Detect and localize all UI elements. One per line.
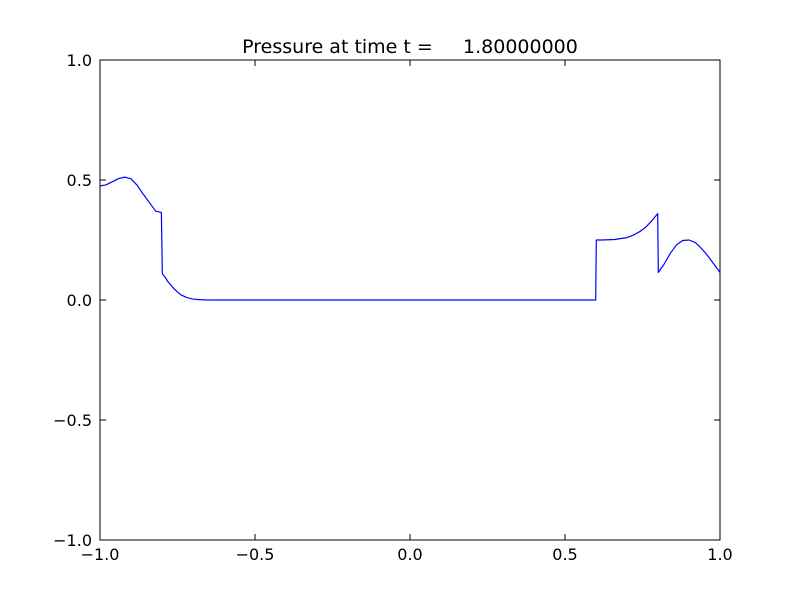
y-tick-label: −1.0 (53, 531, 92, 550)
x-tick-label: −1.0 (81, 545, 120, 564)
chart-title: Pressure at time t = 1.80000000 (242, 36, 578, 58)
x-tick-label: 0.0 (397, 545, 422, 564)
y-tick-label: 0.0 (67, 291, 92, 310)
y-tick-label: 0.5 (67, 171, 92, 190)
plot-area: −1.0 −0.5 0.0 0.5 1.0 −1.0 −0.5 0.0 0.5 1.0 (53, 51, 733, 564)
series-line-0 (100, 176, 720, 301)
x-tick-label: 1.0 (707, 545, 732, 564)
x-tick-label: 0.5 (552, 545, 577, 564)
y-tick-label: 1.0 (67, 51, 92, 70)
y-tick-label: −0.5 (53, 411, 92, 430)
x-tick-label: −0.5 (236, 545, 275, 564)
